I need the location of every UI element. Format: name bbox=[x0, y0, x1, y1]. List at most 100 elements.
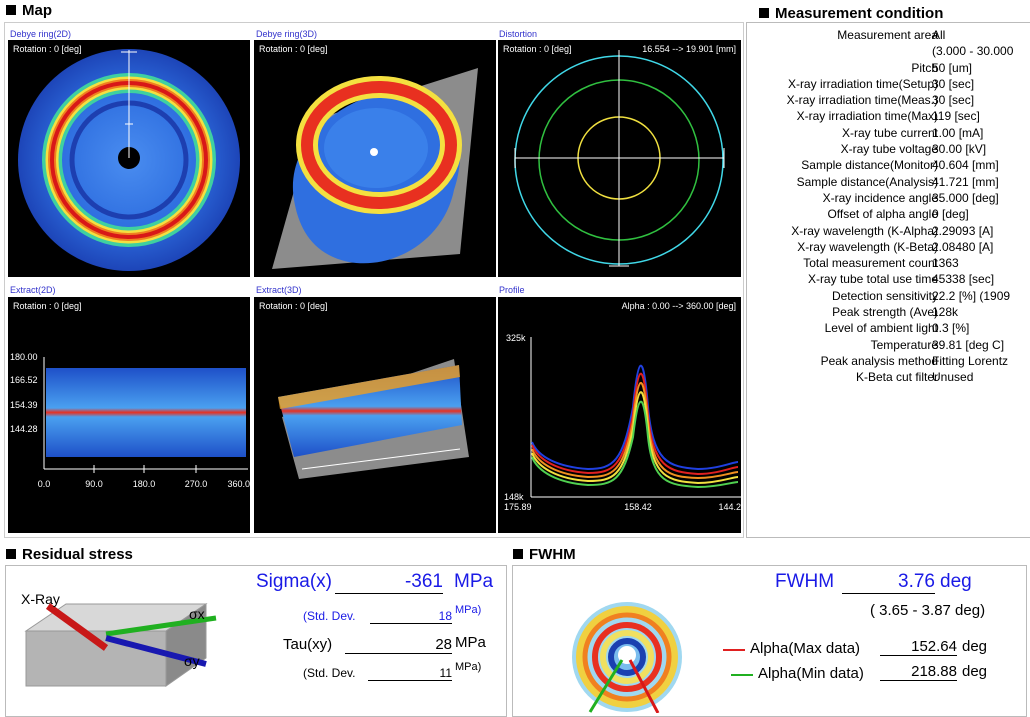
condition-value: 1363 bbox=[932, 255, 959, 271]
condition-value: 30 [sec] bbox=[932, 92, 974, 108]
y-tick-label: 144.28 bbox=[10, 424, 38, 434]
condition-value: 30 [sec] bbox=[932, 76, 974, 92]
sigma-x-label: Sigma(x) bbox=[256, 571, 332, 593]
condition-label: Sample distance(Monitor) bbox=[801, 157, 938, 173]
condition-label: K-Beta cut filter bbox=[856, 369, 938, 385]
condition-row: Sample distance(Monitor)40.604 [mm] bbox=[747, 157, 1030, 173]
range-label: 16.554 --> 19.901 [mm] bbox=[642, 44, 736, 54]
y-tick-label: 180.00 bbox=[10, 352, 38, 362]
section-title: Measurement condition bbox=[757, 5, 943, 22]
unit: MPa) bbox=[455, 661, 481, 673]
rotation-label: Rotation : 0 [deg] bbox=[13, 44, 82, 54]
unit: MPa bbox=[454, 571, 493, 593]
graphic-shape bbox=[324, 108, 428, 188]
x-tick-label: 158.42 bbox=[624, 502, 652, 512]
condition-row: Level of ambient light0.3 [%] bbox=[747, 320, 1030, 336]
condition-value: All bbox=[932, 27, 945, 43]
condition-row: Measurement areaAll bbox=[747, 27, 1030, 43]
x-tick-label: 270.0 bbox=[185, 479, 208, 489]
debye-ring-drawing bbox=[18, 49, 240, 271]
condition-row: X-ray wavelength (K-Beta)2.08480 [A] bbox=[747, 239, 1030, 255]
debye-3d-image: Rotation : 0 [deg] bbox=[254, 40, 496, 277]
unit: deg bbox=[962, 663, 987, 680]
legend-swatch bbox=[731, 674, 753, 676]
profile-drawing bbox=[531, 337, 741, 497]
condition-row: K-Beta cut filterUnused bbox=[747, 369, 1030, 385]
debye-3d-plot: Rotation : 0 [deg] bbox=[254, 40, 496, 277]
condition-label: Detection sensitivity bbox=[832, 288, 938, 304]
fwhm-illustration bbox=[560, 590, 700, 713]
panel-title: Extract(2D) bbox=[10, 285, 56, 295]
condition-value: 50 [um] bbox=[932, 60, 972, 76]
condition-value: 0 [deg] bbox=[932, 206, 969, 222]
condition-row: X-ray irradiation time(Meas.)30 [sec] bbox=[747, 92, 1030, 108]
condition-value: 40.604 [mm] bbox=[932, 157, 999, 173]
stress-illustration: X-Ray σx σy bbox=[6, 566, 246, 712]
extract-3d-plot: Rotation : 0 [deg] bbox=[254, 297, 496, 533]
unit: deg bbox=[940, 571, 972, 593]
condition-label: Measurement area bbox=[837, 27, 938, 43]
fwhm-range: ( 3.65 - 3.87 deg) bbox=[870, 602, 985, 619]
x-tick-label: 0.0 bbox=[38, 479, 51, 489]
xray-label: X-Ray bbox=[21, 591, 60, 607]
distortion-plot: Rotation : 0 [deg] 16.554 --> 19.901 [mm… bbox=[498, 40, 741, 277]
condition-value: 119 [sec] bbox=[932, 108, 980, 124]
range-label: Alpha : 0.00 --> 360.00 [deg] bbox=[622, 301, 736, 311]
condition-row: Detection sensitivity22.2 [%] (1909 bbox=[747, 288, 1030, 304]
condition-value: 35.000 [deg] bbox=[932, 190, 999, 206]
panel-title: Profile bbox=[499, 285, 525, 295]
fwhm-label: FWHM bbox=[775, 571, 834, 593]
condition-value: 39.81 [deg C] bbox=[932, 337, 1004, 353]
rotation-label: Rotation : 0 [deg] bbox=[259, 44, 328, 54]
std-dev-label: (Std. Dev. bbox=[303, 609, 355, 623]
condition-row: Sample distance(Analysis)41.721 [mm] bbox=[747, 174, 1030, 190]
condition-label: Offset of alpha angle bbox=[827, 206, 938, 222]
condition-row: Peak strength (Ave)128k bbox=[747, 304, 1030, 320]
debye-3d-drawing bbox=[272, 68, 478, 269]
x-tick-label: 175.89 bbox=[504, 502, 532, 512]
std-dev-value: 18 bbox=[370, 609, 452, 624]
measurement-table: Measurement areaAll(3.000 - 30.000Pitch5… bbox=[747, 27, 1030, 386]
extract-2d-drawing bbox=[44, 357, 248, 473]
tau-value: 28 bbox=[345, 636, 452, 654]
condition-value: 2.08480 [A] bbox=[932, 239, 993, 255]
condition-row: (3.000 - 30.000 bbox=[747, 43, 1030, 59]
distortion-drawing bbox=[515, 50, 724, 266]
fwhm-value: 3.76 bbox=[842, 571, 935, 594]
condition-label: X-ray wavelength (K-Alpha) bbox=[791, 223, 938, 239]
fwhm-donut bbox=[572, 602, 682, 713]
condition-value: 30.00 [kV] bbox=[932, 141, 986, 157]
condition-value: Fitting Lorentz bbox=[932, 353, 1008, 369]
condition-label: X-ray tube current bbox=[842, 125, 938, 141]
legend-swatch bbox=[723, 649, 745, 651]
alpha-min-value: 218.88 bbox=[880, 663, 957, 681]
y-tick-label: 166.52 bbox=[10, 375, 38, 385]
panel-title: Debye ring(2D) bbox=[10, 29, 71, 39]
distortion-image: Rotation : 0 [deg] 16.554 --> 19.901 [mm… bbox=[498, 40, 741, 277]
section-title: Map bbox=[4, 2, 52, 19]
condition-label: Level of ambient light bbox=[825, 320, 938, 336]
profile-plot: Alpha : 0.00 --> 360.00 [deg] 325k 148k … bbox=[498, 297, 741, 533]
graphic-shape bbox=[46, 368, 246, 457]
alpha-max-value: 152.64 bbox=[880, 638, 957, 656]
section-title: Residual stress bbox=[4, 546, 133, 563]
section-title: FWHM bbox=[511, 546, 576, 563]
rotation-label: Rotation : 0 [deg] bbox=[259, 301, 328, 311]
condition-label: X-ray wavelength (K-Beta) bbox=[797, 239, 938, 255]
condition-value: 0.3 [%] bbox=[932, 320, 969, 336]
extract-2d-image: Rotation : 0 [deg] 180.00 166.52 154.39 … bbox=[8, 297, 250, 533]
condition-row: X-ray irradiation time(Setup)30 [sec] bbox=[747, 76, 1030, 92]
std-dev-label: (Std. Dev. bbox=[303, 666, 355, 680]
extract-3d-drawing bbox=[278, 359, 469, 479]
condition-label: X-ray irradiation time(Meas.) bbox=[787, 92, 938, 108]
x-tick-label: 180.0 bbox=[133, 479, 156, 489]
condition-row: X-ray irradiation time(Max)119 [sec] bbox=[747, 108, 1030, 124]
condition-row: X-ray tube current1.00 [mA] bbox=[747, 125, 1030, 141]
sigma-x-value: -361 bbox=[335, 571, 443, 594]
alpha-max-label: Alpha(Max data) bbox=[750, 640, 860, 657]
condition-label: Temperature bbox=[871, 337, 938, 353]
condition-row: Total measurement count1363 bbox=[747, 255, 1030, 271]
